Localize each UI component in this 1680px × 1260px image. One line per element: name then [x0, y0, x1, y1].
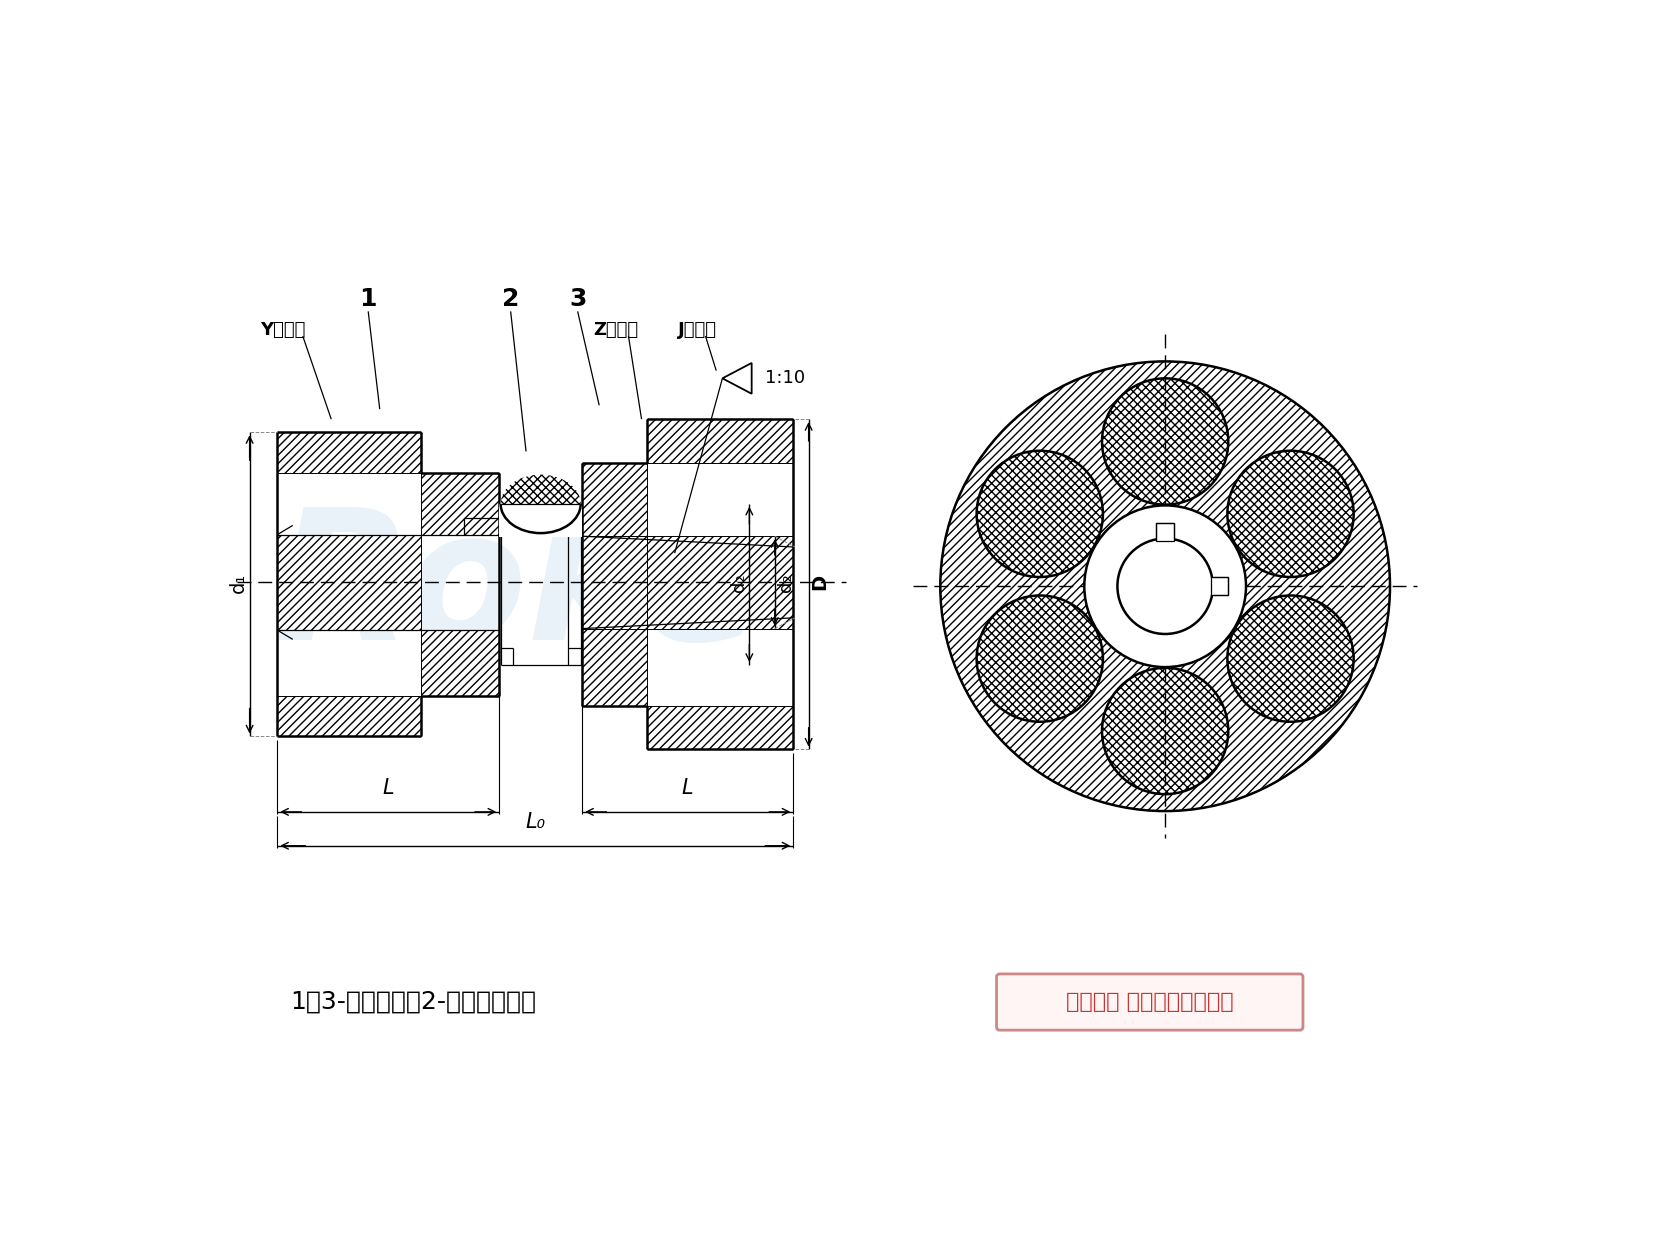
Text: d₂: d₂: [776, 573, 795, 592]
Text: Roke: Roke: [274, 501, 763, 678]
Circle shape: [1102, 668, 1228, 794]
Text: R: R: [1136, 537, 1226, 651]
Circle shape: [1117, 538, 1213, 634]
Circle shape: [1228, 451, 1354, 577]
Text: 1、3-半联轴器；2-梅花形弹性件: 1、3-半联轴器；2-梅花形弹性件: [291, 990, 536, 1014]
Circle shape: [941, 362, 1389, 811]
Text: 2: 2: [502, 287, 519, 311]
Text: 1:10: 1:10: [764, 369, 805, 387]
Ellipse shape: [501, 475, 581, 533]
Text: L: L: [383, 777, 395, 798]
Bar: [420, 630, 499, 696]
Bar: [420, 472, 499, 534]
Text: L₀: L₀: [526, 811, 546, 832]
Text: d₂: d₂: [729, 573, 748, 592]
Bar: [583, 537, 647, 629]
Text: D: D: [810, 575, 828, 591]
Bar: [277, 696, 420, 736]
Bar: [277, 534, 420, 630]
Text: 1: 1: [360, 287, 376, 311]
Text: Y型轴孔: Y型轴孔: [260, 321, 306, 339]
Circle shape: [976, 451, 1104, 577]
Text: J型轴孔: J型轴孔: [677, 321, 717, 339]
Bar: [1211, 577, 1228, 596]
FancyBboxPatch shape: [996, 974, 1304, 1031]
Text: 3: 3: [570, 287, 586, 311]
Bar: [647, 420, 793, 464]
Circle shape: [1102, 378, 1228, 505]
Text: d₁: d₁: [230, 572, 249, 592]
Bar: [1156, 523, 1174, 541]
Bar: [583, 629, 647, 706]
Bar: [647, 537, 793, 629]
Bar: [583, 462, 647, 537]
Bar: [277, 432, 420, 472]
Bar: [499, 504, 583, 537]
Circle shape: [1228, 596, 1354, 722]
Bar: [647, 706, 793, 750]
Text: Z型轴孔: Z型轴孔: [593, 321, 638, 339]
Circle shape: [1084, 505, 1247, 667]
Circle shape: [976, 596, 1104, 722]
Text: L: L: [682, 777, 694, 798]
Text: 版权所有 侵权必被严厉追究: 版权所有 侵权必被严厉追究: [1065, 992, 1233, 1012]
